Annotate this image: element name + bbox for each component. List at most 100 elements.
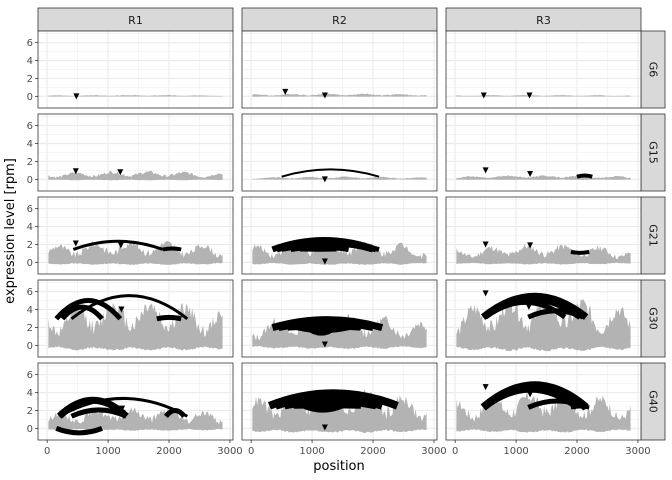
panel-border (37, 196, 234, 275)
splice-site-marker (321, 258, 328, 265)
coverage-area (48, 170, 223, 181)
junction-arc (281, 168, 380, 178)
panel-G21-R2 (241, 196, 438, 275)
coverage-area (456, 390, 631, 433)
row-strip-label: G6 (647, 62, 660, 78)
y-tick-label: 0 (27, 341, 33, 352)
y-tick-label: 2 (27, 74, 33, 85)
column-strip-label: R1 (128, 14, 143, 27)
y-tick-label: 6 (27, 370, 33, 381)
splice-site-marker (321, 341, 328, 348)
row-strip (640, 30, 666, 109)
panel-G21-R1 (37, 196, 234, 275)
panel-border (445, 196, 642, 275)
panel-border (241, 362, 438, 441)
grid (38, 31, 233, 108)
junction-arc (164, 408, 187, 418)
splice-site-marker (525, 303, 532, 310)
splice-site-marker (527, 170, 534, 177)
panel-border (37, 279, 234, 358)
x-tick-label: 0 (44, 446, 50, 457)
y-axes: 0 2 4 6 0 2 4 6 0 2 4 6 0 2 4 6 0 2 4 6 (27, 38, 38, 435)
x-tick-label: 2000 (156, 446, 181, 457)
y-tick-label: 4 (27, 56, 33, 67)
grid-major (38, 197, 233, 274)
splice-site-marker (276, 401, 283, 408)
y-tick-label: 4 (27, 388, 33, 399)
x-tick-label: 1000 (503, 446, 528, 457)
y-tick-label: 4 (27, 222, 33, 233)
y-axis-title: expression level [rpm] (3, 158, 18, 304)
y-tick-label: 2 (27, 240, 33, 251)
row-strip-label: G40 (647, 390, 660, 413)
panel-border (37, 113, 234, 192)
junction-arc (287, 323, 362, 331)
splice-site-marker (527, 391, 534, 398)
panel-G15-R3 (445, 113, 642, 192)
coverage-area (48, 95, 223, 97)
row-strip (640, 279, 666, 358)
splice-site-marker (321, 424, 328, 431)
x-tick-label: 0 (452, 446, 458, 457)
grid (38, 114, 233, 191)
column-strip-label: R2 (332, 14, 347, 27)
junction-arc (55, 426, 103, 436)
splice-site-marker (482, 290, 489, 297)
y-tick-label: 0 (27, 424, 33, 435)
splice-site-marker (482, 241, 489, 248)
panel-border (445, 362, 642, 441)
splice-site-marker (72, 168, 79, 175)
splice-site-marker (70, 405, 77, 412)
row-strip-label: G30 (647, 307, 660, 330)
coverage-area (456, 295, 631, 352)
splice-site-marker (482, 384, 489, 391)
splice-site-marker (527, 242, 534, 249)
row-strip-label: G15 (647, 141, 660, 164)
y-tick-label: 4 (27, 139, 33, 150)
junction-arc (527, 308, 585, 320)
panel-G6-R1 (37, 30, 234, 109)
grid (446, 31, 641, 108)
panel-border (241, 113, 438, 192)
panel-G15-R1 (37, 113, 234, 192)
splice-site-marker (282, 88, 289, 95)
column-strips: R1 R2 R3 (37, 7, 642, 32)
x-tick-label: 1000 (95, 446, 120, 457)
splice-site-marker (119, 405, 126, 412)
junction-arc (54, 297, 123, 321)
splice-site-marker (73, 302, 80, 309)
x-tick-label: 2000 (564, 446, 589, 457)
y-tick-label: 6 (27, 121, 33, 132)
panel-border (37, 30, 234, 109)
junction-arc (296, 325, 350, 334)
panel-G21-R3 (445, 196, 642, 275)
y-tick-label: 2 (27, 157, 33, 168)
panels (37, 30, 642, 441)
junction-arc (162, 246, 182, 252)
junction-arc (570, 404, 590, 410)
junction-arc (60, 304, 104, 321)
x-tick-label: 1000 (299, 446, 324, 457)
junction-arc (156, 314, 182, 322)
splice-site-marker (526, 92, 533, 99)
junction-arc (570, 249, 590, 255)
panel-G30-R3 (445, 279, 642, 358)
column-strip-label: R3 (536, 14, 551, 27)
panel-G40-R2 (241, 362, 438, 441)
junction-arc (72, 239, 164, 251)
y-tick-label: 2 (27, 323, 33, 334)
y-tick-label: 4 (27, 305, 33, 316)
x-tick-label: 3000 (217, 446, 242, 457)
splice-site-marker (117, 242, 124, 249)
row-strip (640, 362, 666, 441)
x-tick-label: 0 (248, 446, 254, 457)
splice-site-marker (117, 169, 124, 176)
splice-site-marker (321, 92, 328, 99)
y-tick-label: 0 (27, 258, 33, 269)
panel-G15-R2 (241, 113, 438, 192)
panel-G40-R3 (445, 362, 642, 441)
panel-border (241, 30, 438, 109)
junction-arc (290, 244, 350, 252)
coverage-area (252, 176, 427, 180)
